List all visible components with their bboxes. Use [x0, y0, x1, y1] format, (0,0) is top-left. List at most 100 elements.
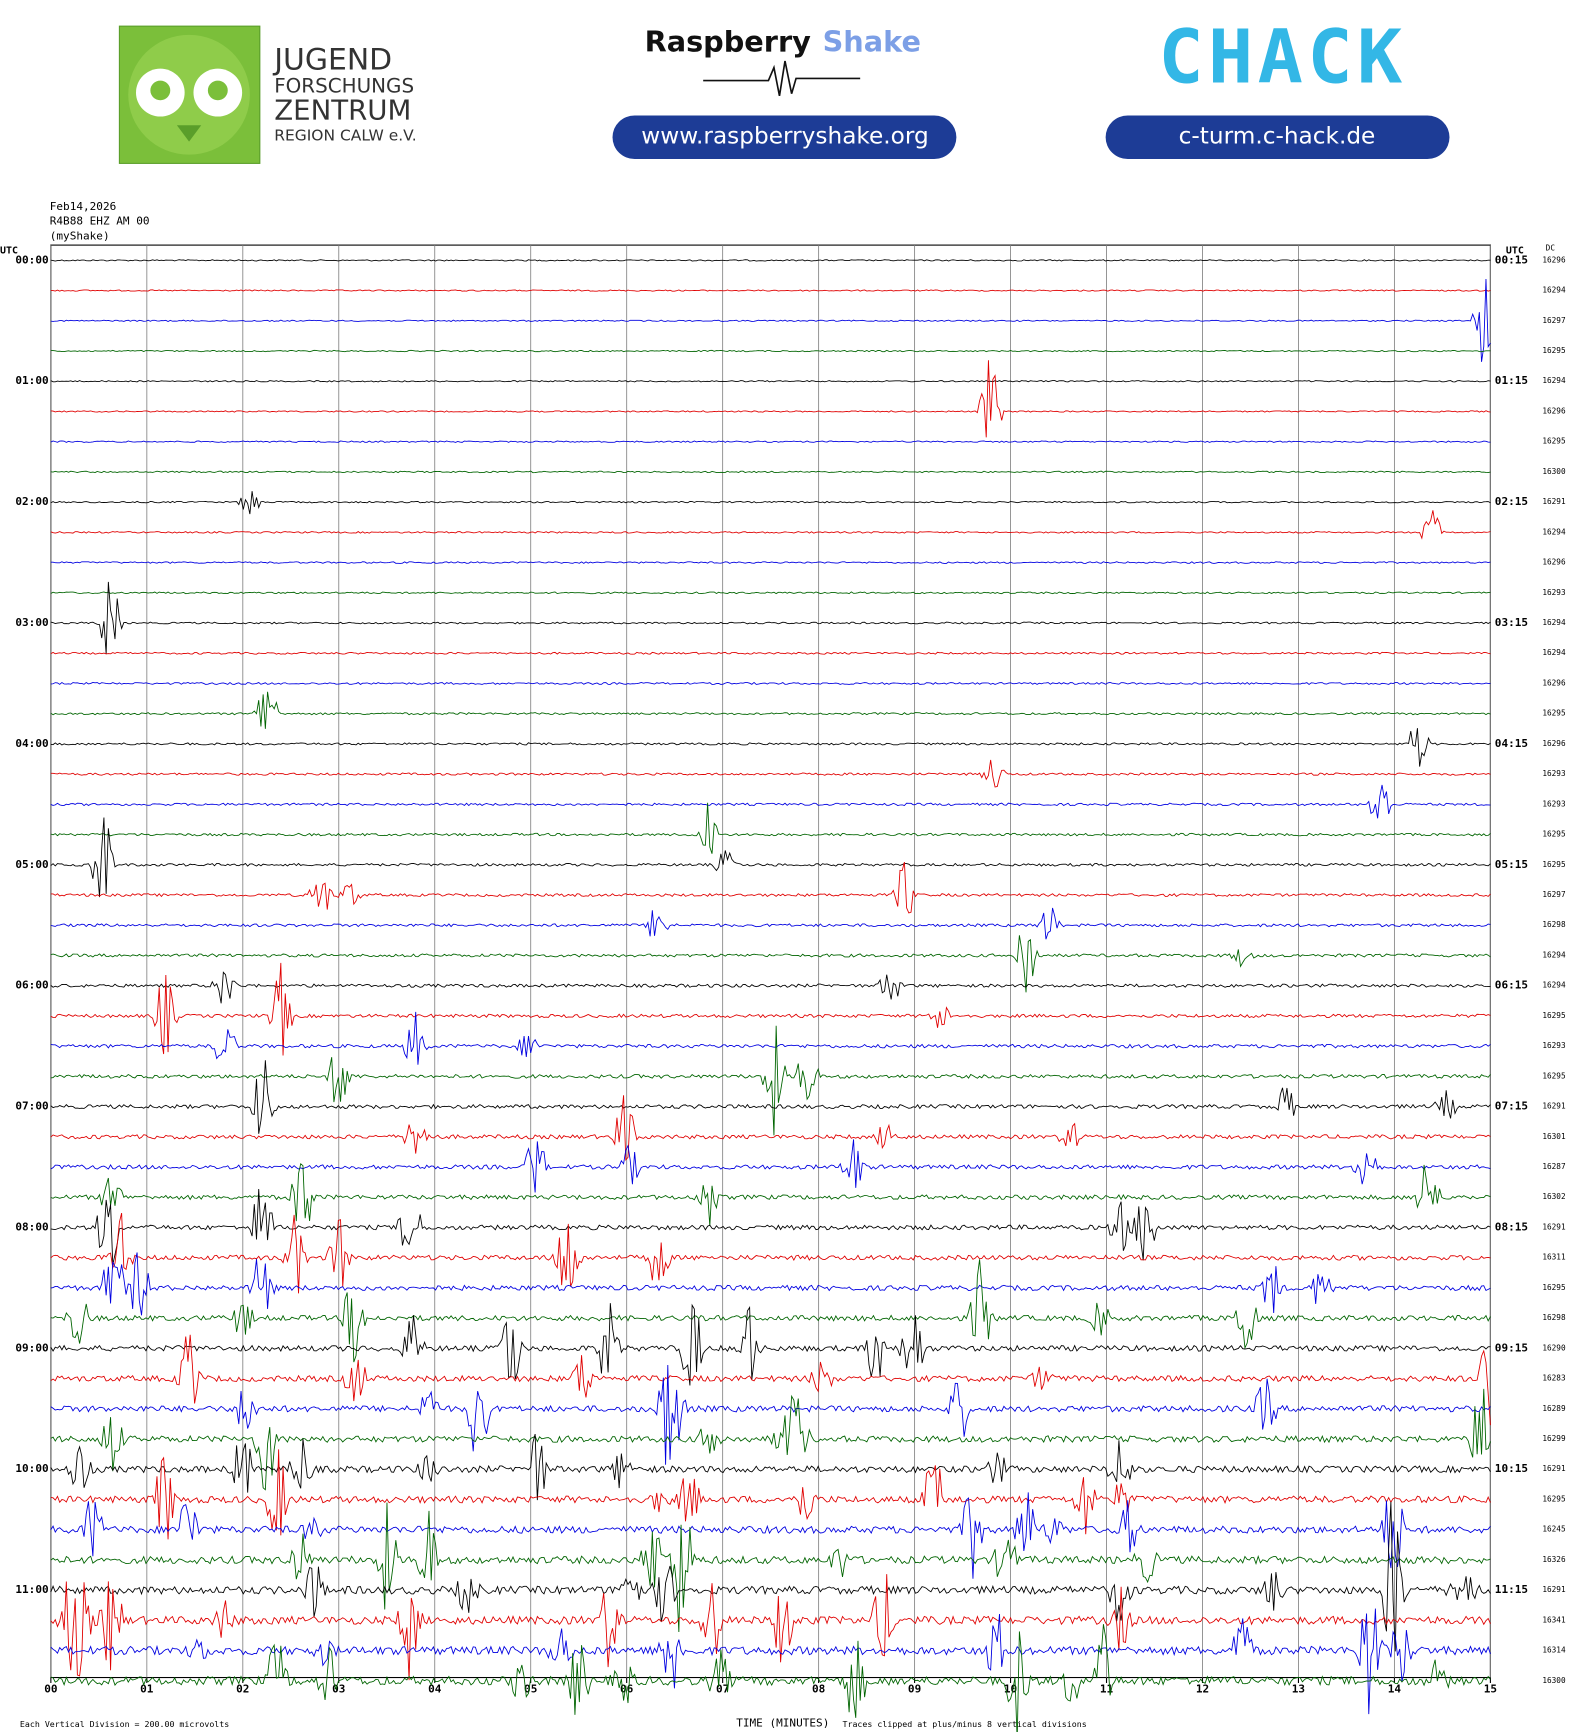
trace: [50, 1252, 1491, 1316]
trace: [50, 691, 1491, 729]
dc-value: 16295: [1542, 830, 1565, 839]
trace: [50, 1212, 1491, 1294]
dc-value: 16298: [1542, 920, 1566, 929]
axis-title: UTC: [0, 246, 18, 257]
trace: [50, 1608, 1491, 1715]
dc-value: 16291: [1542, 497, 1566, 506]
dc-value: 16299: [1542, 1434, 1566, 1443]
trace: [50, 1259, 1491, 1363]
dc-value: 16294: [1542, 981, 1566, 990]
dc-value: 16296: [1542, 739, 1566, 748]
left-label: 03:00: [15, 616, 48, 629]
dc-value: 16291: [1542, 1102, 1566, 1111]
dc-value: 16300: [1542, 1676, 1566, 1685]
footer-text: Each Vertical Division = 200.00 microvol…: [20, 1719, 229, 1729]
trace: [50, 935, 1491, 993]
logo-text: FORSCHUNGS: [274, 75, 414, 98]
jfz-logo: [118, 25, 261, 164]
trace: [50, 784, 1491, 819]
trace: [50, 380, 1491, 383]
url-pill: [612, 115, 957, 160]
dc-value: 16302: [1542, 1192, 1565, 1201]
dc-value: 16294: [1542, 286, 1566, 295]
right-label: 11:15: [1495, 1583, 1528, 1596]
dc-value: 16301: [1542, 1132, 1566, 1141]
dc-value: 16293: [1542, 1041, 1566, 1050]
trace: [50, 802, 1491, 854]
trace: [50, 1449, 1491, 1540]
dc-value: 16296: [1542, 558, 1566, 567]
owl-beak: [176, 125, 202, 142]
dc-value: 16293: [1542, 588, 1566, 597]
dc-value: 16291: [1542, 1585, 1566, 1594]
right-label: 00:15: [1495, 253, 1528, 266]
dc-value: 16297: [1542, 890, 1566, 899]
trace: [50, 1502, 1491, 1633]
dc-value: 16289: [1542, 1404, 1566, 1413]
left-label: 07:00: [15, 1100, 48, 1113]
right-label: 05:15: [1495, 858, 1528, 871]
trace: [50, 1303, 1491, 1386]
trace: [50, 817, 1491, 898]
dc-value: 16294: [1542, 648, 1566, 657]
dc-value: 16295: [1542, 860, 1565, 869]
trace: [50, 907, 1491, 940]
right-label: 09:15: [1495, 1341, 1528, 1354]
chack-url: c-turm.c-hack.de: [1179, 124, 1376, 150]
chack-logo: CHACK: [1158, 14, 1406, 100]
trace: [50, 470, 1491, 474]
trace: [50, 259, 1491, 262]
trace: [50, 581, 1491, 654]
trace: [50, 1433, 1491, 1501]
trace: [50, 1388, 1491, 1491]
x-tick-label: 12: [1196, 1683, 1209, 1696]
dc-value: 16311: [1542, 1253, 1566, 1262]
x-tick-label: 01: [140, 1683, 154, 1696]
trace: [50, 561, 1491, 564]
trace: [50, 510, 1491, 540]
trace: [50, 360, 1491, 438]
trace: [50, 861, 1491, 914]
dc-value: 16314: [1542, 1646, 1566, 1655]
x-tick-label: 09: [908, 1683, 921, 1696]
rs-wave: [703, 60, 861, 97]
dc-value: 16295: [1542, 709, 1565, 718]
right-label: 03:15: [1495, 616, 1528, 629]
x-tick-label: 05: [524, 1683, 537, 1696]
left-label: 11:00: [15, 1583, 48, 1596]
dc-value: 16296: [1542, 678, 1566, 687]
dc-value: 16297: [1542, 316, 1566, 325]
left-label: 09:00: [15, 1341, 48, 1354]
trace: [50, 681, 1491, 685]
dc-value: 16294: [1542, 376, 1566, 385]
footer-text: Traces clipped at plus/minus 8 vertical …: [842, 1719, 1086, 1729]
trace: [50, 1492, 1491, 1579]
x-tick-label: 07: [716, 1683, 729, 1696]
left-label: 10:00: [15, 1462, 48, 1475]
x-tick-label: 04: [428, 1683, 442, 1696]
trace: [50, 1188, 1491, 1265]
trace: [50, 289, 1491, 292]
info-text: R4B88 EHZ AM 00: [50, 215, 150, 228]
info-text: (myShake): [50, 229, 110, 242]
dc-value: 16300: [1542, 467, 1566, 476]
dc-value: 16295: [1542, 1011, 1565, 1020]
dc-value: 16294: [1542, 950, 1566, 959]
owl-pupil: [207, 80, 228, 101]
trace: [50, 1060, 1491, 1134]
x-tick-label: 00: [44, 1683, 57, 1696]
logo-text: JUGEND: [272, 42, 392, 77]
trace: [50, 440, 1491, 443]
dc-value: 16291: [1542, 1464, 1566, 1473]
dc-value: 16290: [1542, 1343, 1566, 1352]
dc-value: 16296: [1542, 255, 1566, 264]
trace: [50, 278, 1491, 362]
x-tick-label: 13: [1292, 1683, 1305, 1696]
right-label: 08:15: [1495, 1221, 1528, 1234]
dc-value: 16283: [1542, 1374, 1566, 1383]
trace: [50, 962, 1491, 1056]
left-label: 04:00: [15, 737, 48, 750]
axis-title: DC: [1546, 243, 1556, 252]
trace: [50, 1574, 1491, 1681]
